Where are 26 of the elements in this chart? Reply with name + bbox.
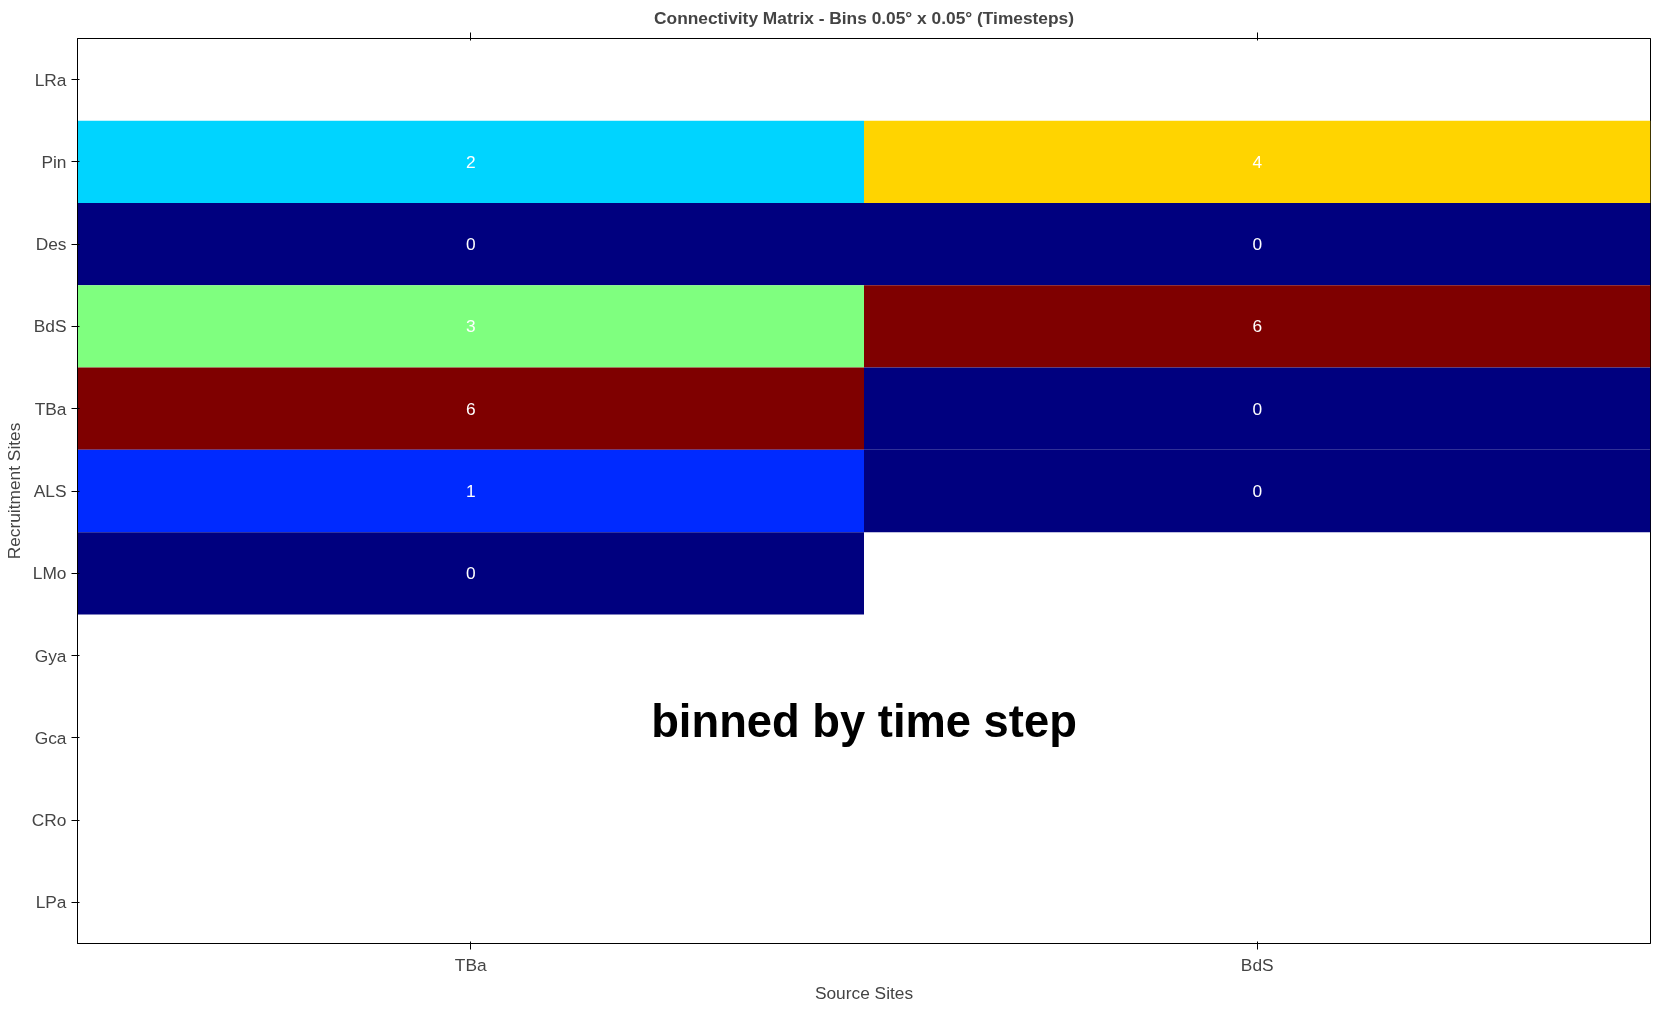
chart-title: Connectivity Matrix - Bins 0.05° x 0.05° (Timesteps) xyxy=(654,7,1074,28)
data-label: 0 xyxy=(465,563,476,584)
y-tick-label: TBa xyxy=(34,398,67,419)
y-tick-label: LMo xyxy=(32,563,67,584)
y-tick-label: LPa xyxy=(35,892,67,913)
data-label: 2 xyxy=(465,151,476,172)
data-label: 3 xyxy=(465,316,476,337)
data-label: 0 xyxy=(465,234,476,255)
y-tick-label: CRo xyxy=(31,810,67,831)
y-tick-label: ALS xyxy=(33,481,67,501)
data-label: 0 xyxy=(1252,481,1263,501)
data-label: 6 xyxy=(465,398,476,419)
data-label: 1 xyxy=(465,481,476,501)
data-label: 4 xyxy=(1252,151,1263,172)
y-tick-label: BdS xyxy=(33,316,67,337)
x-axis-title: Source Sites xyxy=(814,982,914,1003)
y-axis-title: Recruitment Sites xyxy=(3,422,24,560)
data-label: 6 xyxy=(1252,316,1263,337)
annotation: binned by time step xyxy=(651,695,1077,747)
data-label: 0 xyxy=(1252,398,1263,419)
y-tick-label: Gca xyxy=(34,727,67,748)
y-tick-label: LRa xyxy=(34,69,67,90)
y-tick-label: Des xyxy=(35,234,67,255)
y-tick-label: Gya xyxy=(34,645,67,666)
data-label: 0 xyxy=(1252,234,1263,255)
y-tick-label: Pin xyxy=(41,151,67,172)
